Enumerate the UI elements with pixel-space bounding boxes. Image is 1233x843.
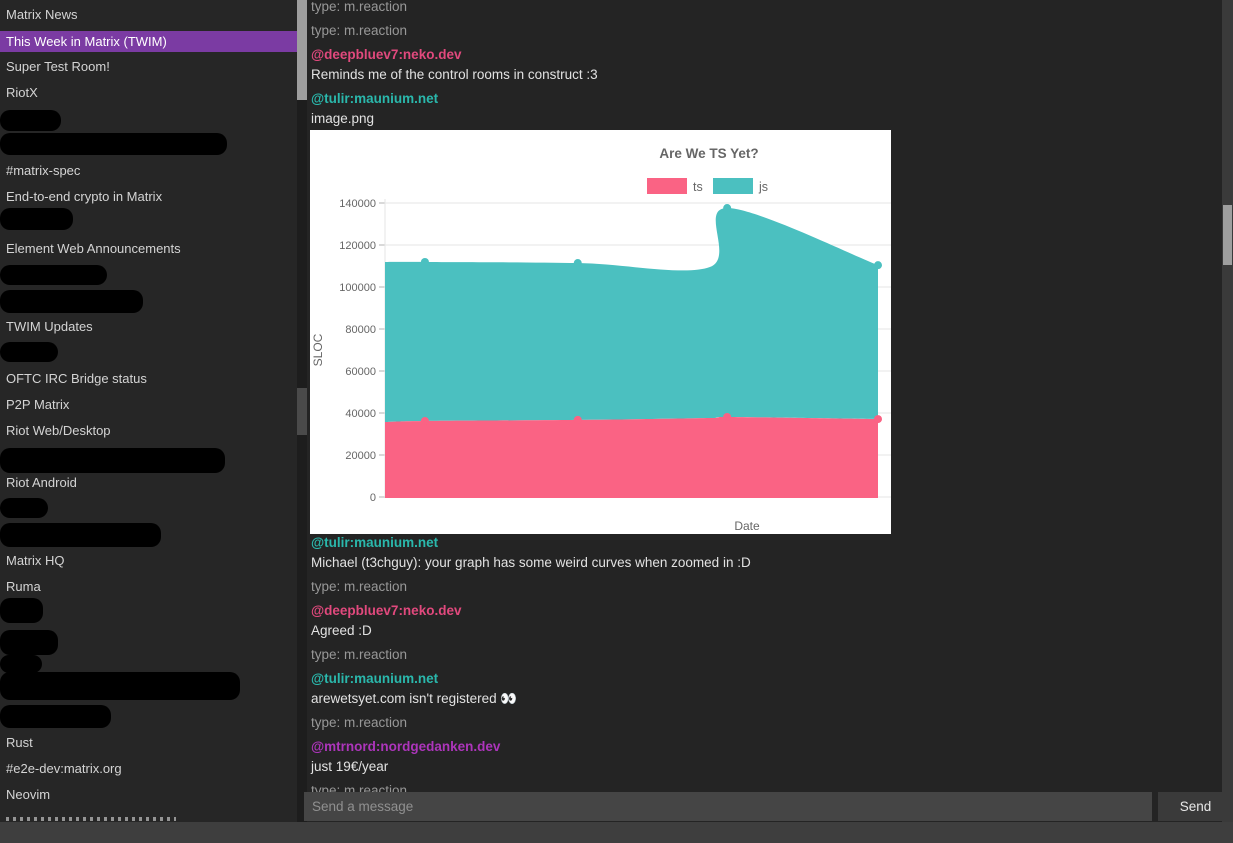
room-list-item[interactable]: Ruma	[6, 579, 41, 594]
room-list-item[interactable]: Matrix News	[6, 7, 78, 22]
redacted-room-name[interactable]	[0, 672, 240, 700]
message-sender[interactable]: @tulir:maunium.net	[311, 671, 439, 686]
room-list-item[interactable]: P2P Matrix	[6, 397, 70, 412]
room-list-item[interactable]: Matrix HQ	[6, 553, 65, 568]
redacted-room-name[interactable]	[0, 342, 58, 362]
message-timeline: type: m.reaction type: m.reaction @deepblu…	[307, 0, 1222, 822]
message-sender[interactable]: @tulir:maunium.net	[311, 91, 439, 106]
chart-title: Are We TS Yet?	[659, 146, 758, 161]
room-list-item[interactable]: OFTC IRC Bridge status	[6, 371, 147, 386]
room-list-item[interactable]: TWIM Updates	[6, 319, 93, 334]
room-list-item[interactable]: Rust	[6, 735, 33, 750]
send-button[interactable]: Send	[1158, 792, 1233, 821]
message-body: image.png	[311, 111, 375, 126]
redacted-room-name[interactable]	[0, 655, 42, 673]
room-list-item[interactable]: #e2e-dev:matrix.org	[6, 761, 122, 776]
redacted-room-name[interactable]	[0, 630, 58, 655]
message-body: Agreed :D	[311, 623, 372, 638]
redacted-room-name[interactable]	[0, 523, 161, 547]
svg-text:120000: 120000	[339, 240, 376, 252]
event-type-label: type: m.reaction	[311, 715, 408, 730]
redacted-room-name[interactable]	[0, 208, 73, 230]
svg-text:80000: 80000	[345, 324, 376, 336]
timeline-scrollbar-track[interactable]	[1222, 0, 1233, 822]
room-list-item[interactable]: Riot Web/Desktop	[6, 423, 111, 438]
redacted-room-name[interactable]	[0, 290, 143, 313]
scrollbar-thumb[interactable]	[297, 388, 307, 435]
room-list-item-selected[interactable]: This Week in Matrix (TWIM)	[0, 31, 297, 52]
event-type-label: type: m.reaction	[311, 579, 408, 594]
svg-text:140000: 140000	[339, 198, 376, 210]
svg-text:20000: 20000	[345, 450, 376, 462]
redacted-room-name[interactable]	[0, 133, 227, 155]
scrollbar-thumb[interactable]	[1223, 205, 1232, 265]
svg-text:40000: 40000	[345, 408, 376, 420]
redacted-room-name[interactable]	[0, 598, 43, 623]
event-type-label: type: m.reaction	[311, 23, 408, 38]
room-list-item[interactable]: RiotX	[6, 85, 38, 100]
message-sender[interactable]: @deepbluev7:neko.dev	[311, 47, 462, 62]
room-list-sidebar: Matrix News This Week in Matrix (TWIM) Sup…	[0, 0, 297, 822]
room-list-item[interactable]: Element Web Announcements	[6, 241, 181, 256]
svg-text:100000: 100000	[339, 282, 376, 294]
redacted-room-name[interactable]	[0, 265, 107, 285]
sidebar-scrollbar-track[interactable]	[297, 0, 307, 822]
redacted-room-name[interactable]	[0, 448, 225, 473]
message-body: just 19€/year	[311, 759, 389, 774]
legend-label: js	[758, 180, 768, 194]
room-list-item[interactable]: End-to-end crypto in Matrix	[6, 189, 163, 204]
y-axis-label: SLOC	[311, 333, 325, 366]
message-sender[interactable]: @deepbluev7:neko.dev	[311, 603, 462, 618]
room-list-item[interactable]: Riot Android	[6, 475, 77, 490]
chart-image-attachment[interactable]: 0 20000 40000 60000 80000 100000 120000 140000 A…	[310, 130, 891, 534]
svg-text:60000: 60000	[345, 366, 376, 378]
scrollbar-thumb[interactable]	[297, 0, 307, 100]
message-body: Michael (t3chguy): your graph has some w…	[311, 555, 751, 570]
message-body: Reminds me of the control rooms in const…	[311, 67, 598, 82]
sloc-area-chart: 0 20000 40000 60000 80000 100000 120000 140000 A…	[310, 130, 891, 534]
event-type-label: type: m.reaction	[311, 0, 408, 14]
clipped-room-name[interactable]	[6, 817, 176, 821]
message-sender[interactable]: @mtrnord:nordgedanken.dev	[311, 739, 501, 754]
message-body: arewetsyet.com isn't registered 👀	[311, 691, 518, 706]
window-bottom-strip	[0, 822, 1233, 843]
x-axis-label: Date	[734, 519, 760, 533]
message-input[interactable]	[304, 792, 1152, 821]
message-sender[interactable]: @tulir:maunium.net	[311, 535, 439, 550]
redacted-room-name[interactable]	[0, 110, 61, 131]
legend-label: ts	[693, 180, 703, 194]
room-list-item[interactable]: Neovim	[6, 787, 51, 802]
svg-text:0: 0	[370, 492, 376, 504]
room-list-item[interactable]: Super Test Room!	[6, 59, 110, 74]
composer: Send	[304, 792, 1233, 821]
room-list-item[interactable]: #matrix-spec	[6, 163, 81, 178]
event-type-label: type: m.reaction	[311, 647, 408, 662]
redacted-room-name[interactable]	[0, 705, 111, 728]
redacted-room-name[interactable]	[0, 498, 48, 518]
